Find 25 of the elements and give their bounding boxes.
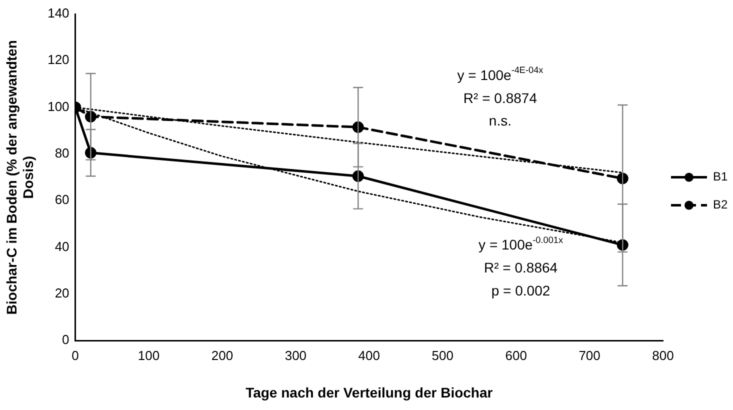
y-tick-label: 20 <box>54 286 70 301</box>
x-axis-title: Tage nach der Verteilung der Biochar <box>246 384 494 400</box>
annotation: n.s. <box>488 112 512 129</box>
x-tick-label: 800 <box>652 348 674 363</box>
x-tick-label: 400 <box>358 348 380 363</box>
x-tick-label: 600 <box>505 348 527 363</box>
y-tick-label: 140 <box>48 6 70 21</box>
y-tick-label: 0 <box>62 332 70 348</box>
annotation: R² = 0.8874 <box>463 90 538 106</box>
y-tick-label: 100 <box>48 98 70 114</box>
legend-label: B1 <box>713 170 728 184</box>
annotation: p = 0.002 <box>491 282 550 298</box>
legend-label: B2 <box>713 198 728 212</box>
y-axis-title: Biochar-C im Boden (% der angewandten Dosis) <box>3 40 36 315</box>
x-tick-label: 0 <box>72 348 79 363</box>
y-tick-label: 120 <box>48 52 70 68</box>
y-tick-label: 80 <box>54 146 70 161</box>
x-tick-label: 500 <box>432 348 454 363</box>
x-tick-label: 700 <box>578 348 600 363</box>
x-tick-label: 200 <box>211 348 234 363</box>
x-tick-label: 100 <box>138 348 160 363</box>
annotation: R² = 0.8864 <box>484 260 558 276</box>
y-tick-label: 60 <box>54 192 70 208</box>
x-tick-label: 300 <box>284 348 307 363</box>
y-tick-label: 40 <box>54 238 70 254</box>
